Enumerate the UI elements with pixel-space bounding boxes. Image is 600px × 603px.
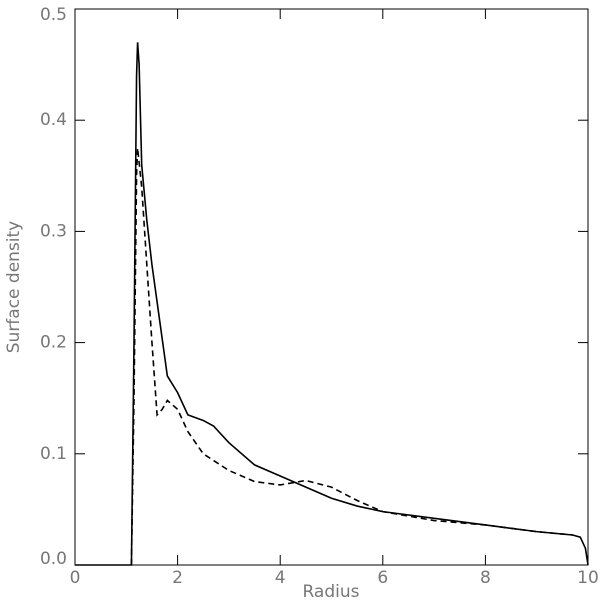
x-tick-label: 0 [70, 568, 81, 588]
y-tick-label: 0.2 [40, 333, 67, 353]
x-tick-label: 4 [275, 568, 286, 588]
y-tick-label: 0.3 [40, 221, 67, 241]
x-tick-label: 6 [377, 568, 388, 588]
x-tick-label: 10 [577, 568, 599, 588]
y-tick-label: 0.0 [40, 549, 67, 569]
x-tick-label: 2 [172, 568, 183, 588]
data-line [130, 147, 573, 566]
plot-frame [74, 8, 589, 566]
y-tick-label: 0.4 [40, 110, 67, 130]
x-axis-label: Radius [302, 582, 359, 602]
y-tick-label: 0.5 [40, 5, 67, 25]
y-tick-label: 0.1 [40, 444, 67, 464]
y-axis-label: Surface density [4, 221, 24, 354]
x-tick-label: 8 [480, 568, 491, 588]
